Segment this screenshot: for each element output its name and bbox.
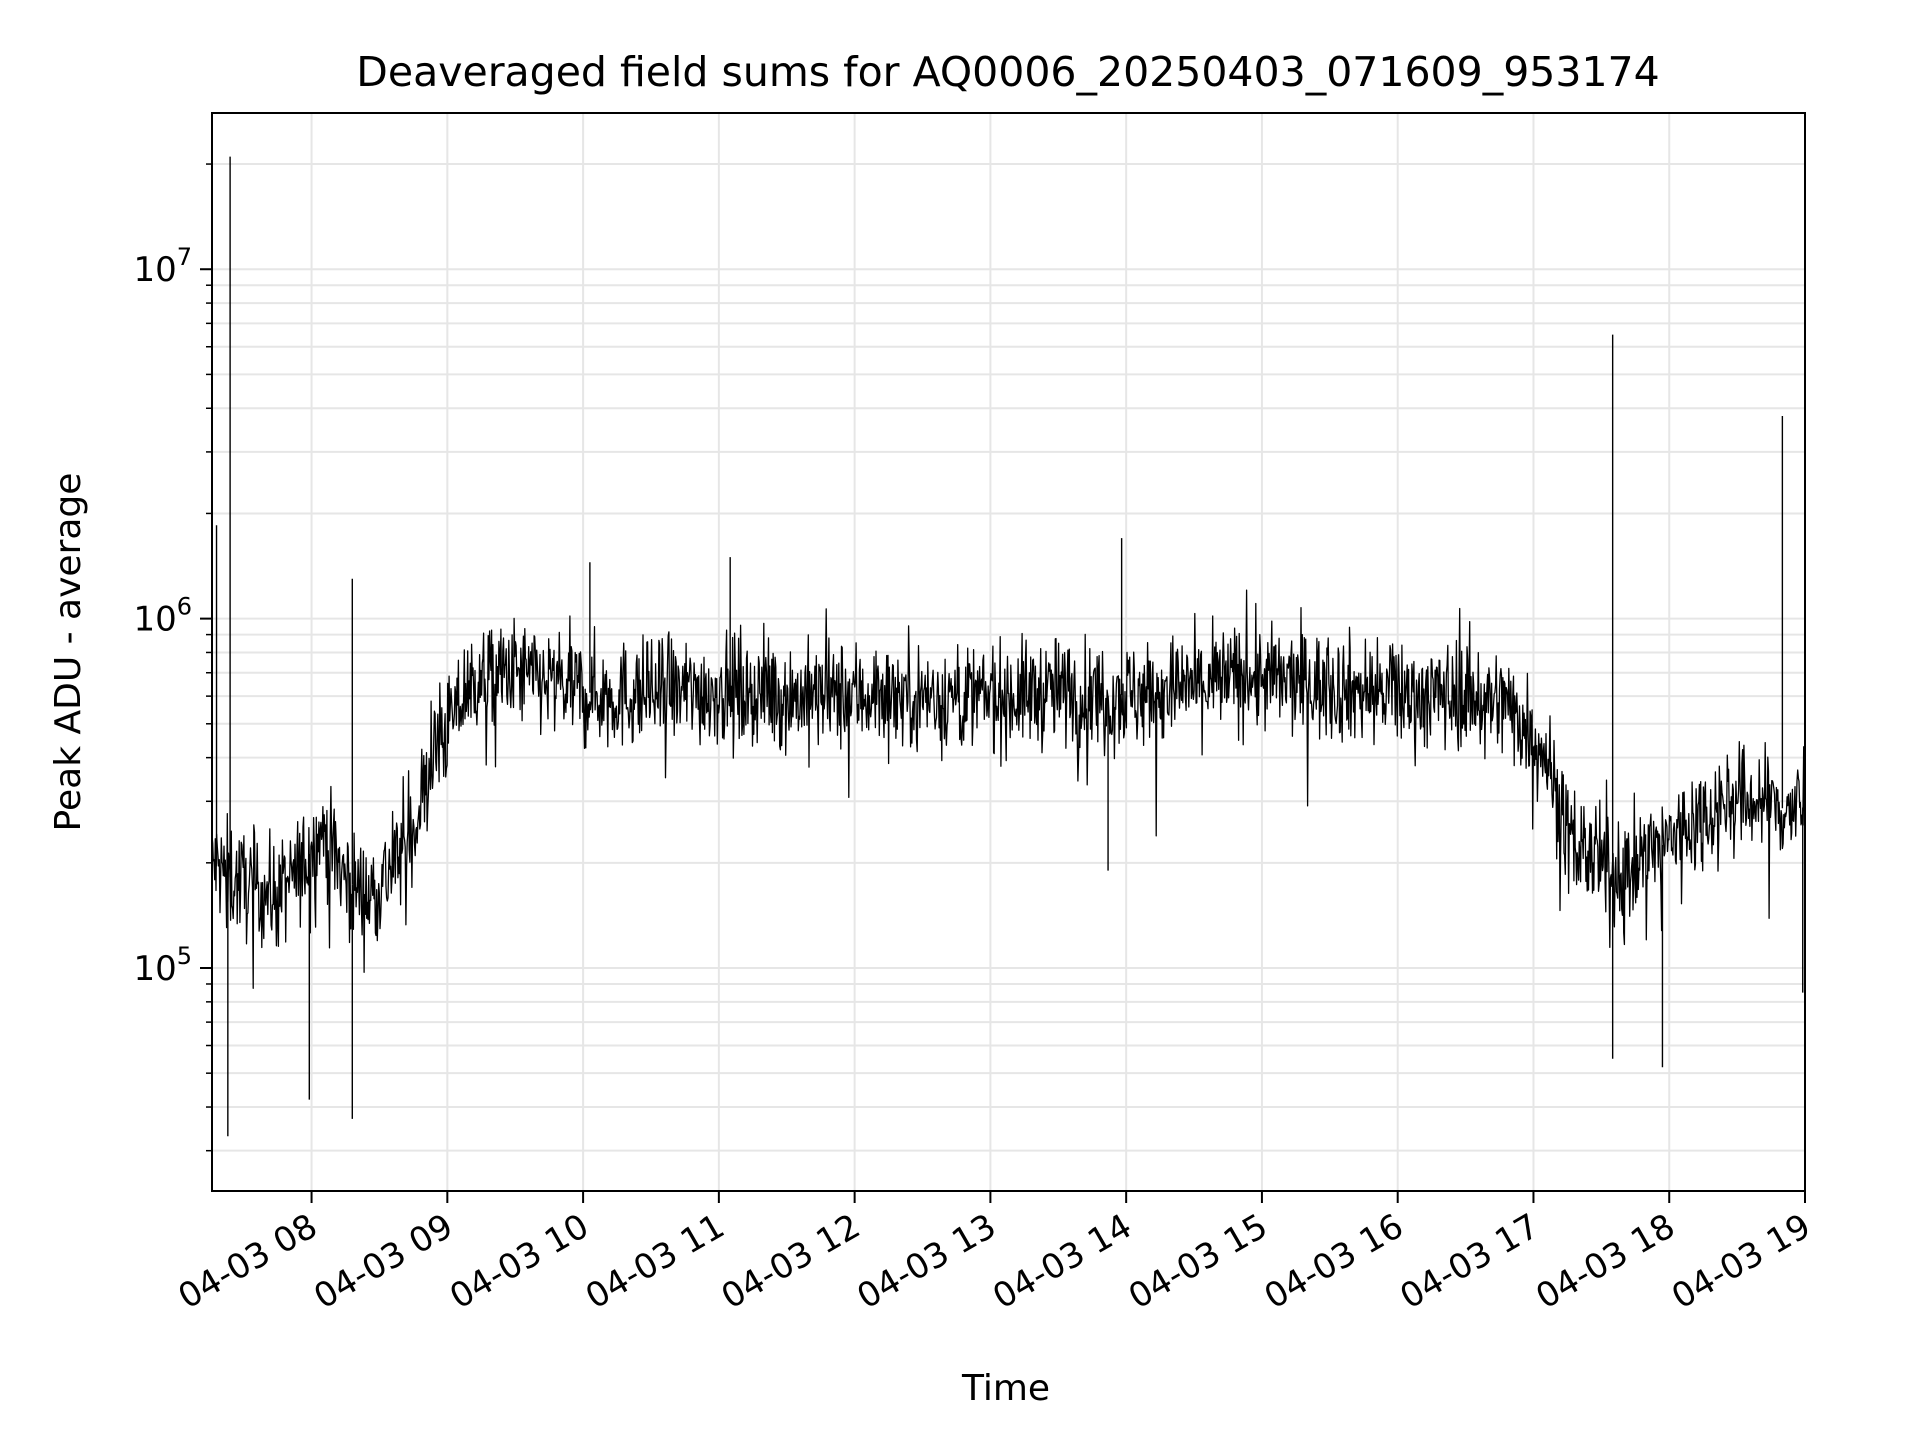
x-tick-label: 04-03 14 bbox=[986, 1206, 1138, 1317]
x-tick-label: 04-03 11 bbox=[579, 1206, 731, 1317]
grid bbox=[212, 113, 1806, 1191]
x-tick-label: 04-03 09 bbox=[307, 1206, 459, 1317]
data-line bbox=[211, 589, 1806, 989]
y-tick-label: 105 bbox=[133, 942, 192, 989]
x-tick-label: 04-03 10 bbox=[443, 1206, 595, 1317]
x-tick-label: 04-03 15 bbox=[1122, 1206, 1274, 1317]
x-tick-label: 04-03 13 bbox=[851, 1206, 1003, 1317]
y-axis-label: Peak ADU - average bbox=[48, 473, 89, 832]
x-tick-label: 04-03 17 bbox=[1394, 1206, 1546, 1317]
x-axis-label: Time bbox=[961, 1368, 1050, 1409]
chart-title: Deaveraged field sums for AQ0006_2025040… bbox=[356, 48, 1659, 96]
x-tick-label: 04-03 08 bbox=[172, 1206, 324, 1317]
x-tick-label: 04-03 12 bbox=[715, 1206, 867, 1317]
y-tick-label: 106 bbox=[133, 593, 192, 640]
x-tick-label: 04-03 16 bbox=[1258, 1206, 1410, 1317]
plot-area bbox=[211, 156, 1806, 1137]
y-axis: 105 106 107 bbox=[133, 163, 212, 1152]
y-tick-label: 107 bbox=[133, 243, 192, 290]
x-tick-label: 04-03 19 bbox=[1665, 1206, 1817, 1317]
x-tick-label: 04-03 18 bbox=[1529, 1206, 1681, 1317]
